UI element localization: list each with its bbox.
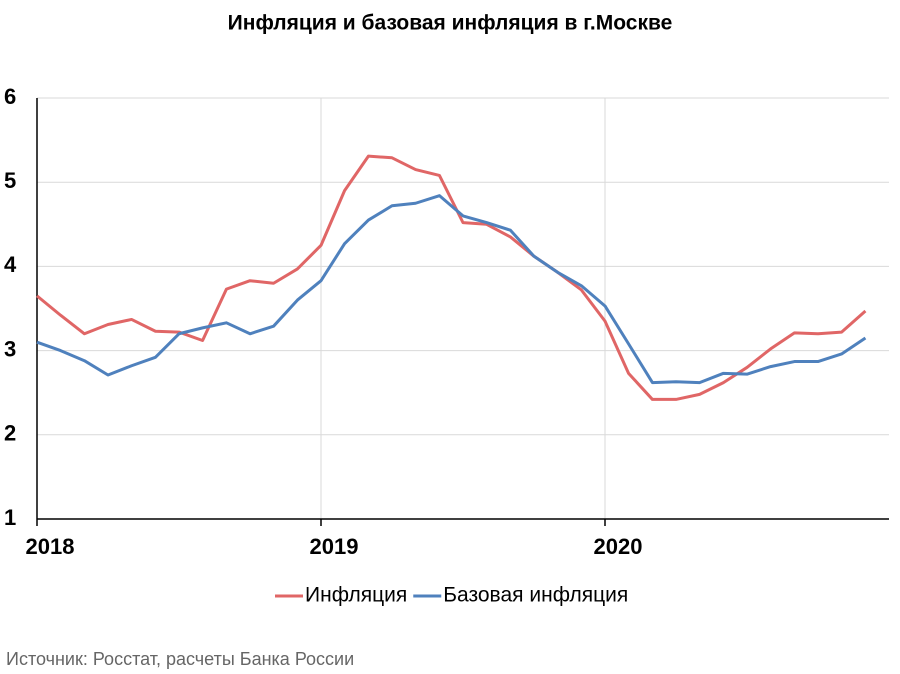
legend-label: Инфляция — [305, 584, 407, 607]
y-tick-label: 4 — [4, 252, 17, 277]
x-tick-label: 2020 — [594, 534, 643, 559]
legend-label: Базовая инфляция — [443, 584, 628, 607]
line-series — [36, 194, 867, 385]
x-tick-label: 2019 — [310, 534, 359, 559]
source-note: Источник: Росстат, расчеты Банка России — [6, 649, 354, 669]
y-tick-label: 1 — [4, 505, 16, 530]
y-tick-label: 6 — [4, 84, 16, 109]
y-tick-label: 2 — [4, 421, 16, 446]
x-tick-label: 2018 — [26, 534, 75, 559]
line-series — [36, 154, 867, 401]
y-tick-label: 3 — [4, 336, 16, 361]
chart-title: Инфляция и базовая инфляция в г.Москве — [228, 12, 673, 35]
y-tick-label: 5 — [4, 168, 16, 193]
